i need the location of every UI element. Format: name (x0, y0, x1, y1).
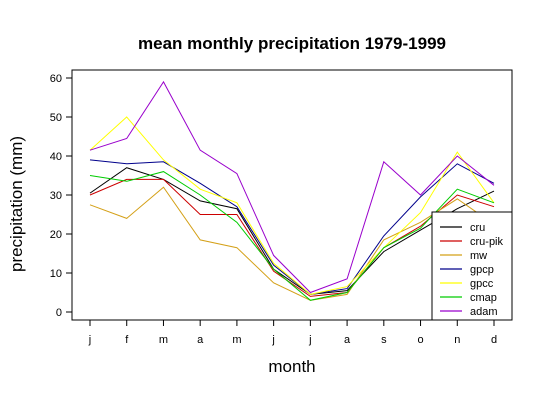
series-line-cru (89, 167, 495, 295)
y-axis-label: precipitation (mm) (7, 136, 26, 272)
legend-label: mw (470, 250, 487, 262)
x-tick-label: f (125, 334, 129, 346)
y-tick-label: 60 (50, 73, 62, 85)
legend-label: gpcc (470, 278, 494, 290)
x-axis-label: month (268, 357, 315, 376)
x-tick-label: j (308, 334, 311, 346)
series-line-gpcc (89, 116, 495, 295)
x-tick-label: n (454, 334, 460, 346)
axes: 0 10 20 30 40 50 60 j f m a m j j a s o n d (50, 73, 497, 346)
y-tick-label: 30 (50, 190, 62, 202)
y-tick-label: 0 (56, 307, 62, 319)
chart-title: mean monthly precipitation 1979-1999 (138, 34, 446, 53)
x-tick-label: j (88, 334, 91, 346)
legend-label: adam (470, 306, 498, 318)
x-tick-label: s (381, 334, 387, 346)
x-tick-label: m (159, 334, 168, 346)
legend-label: cru-pik (470, 236, 504, 248)
y-tick-label: 50 (50, 112, 62, 124)
series-line-adam (89, 80, 495, 294)
x-tick-label: o (417, 334, 423, 346)
x-tick-label: j (271, 334, 274, 346)
x-tick-label: d (491, 334, 497, 346)
y-tick-label: 20 (50, 229, 62, 241)
series-lines (89, 80, 495, 301)
series-line-mw (89, 186, 495, 301)
legend-label: cmap (470, 292, 497, 304)
x-tick-label: m (232, 334, 241, 346)
legend-label: gpcp (470, 264, 494, 276)
y-tick-label: 10 (50, 268, 62, 280)
legend: cru cru-pik mw gpcp gpcc cmap adam (431, 211, 513, 321)
x-tick-label: a (344, 334, 351, 346)
y-tick-label: 40 (50, 151, 62, 163)
series-line-gpcp (89, 159, 495, 295)
x-tick-label: a (197, 334, 204, 346)
legend-label: cru (470, 222, 485, 234)
series-line-cmap (89, 171, 495, 301)
legend-box (431, 211, 513, 321)
